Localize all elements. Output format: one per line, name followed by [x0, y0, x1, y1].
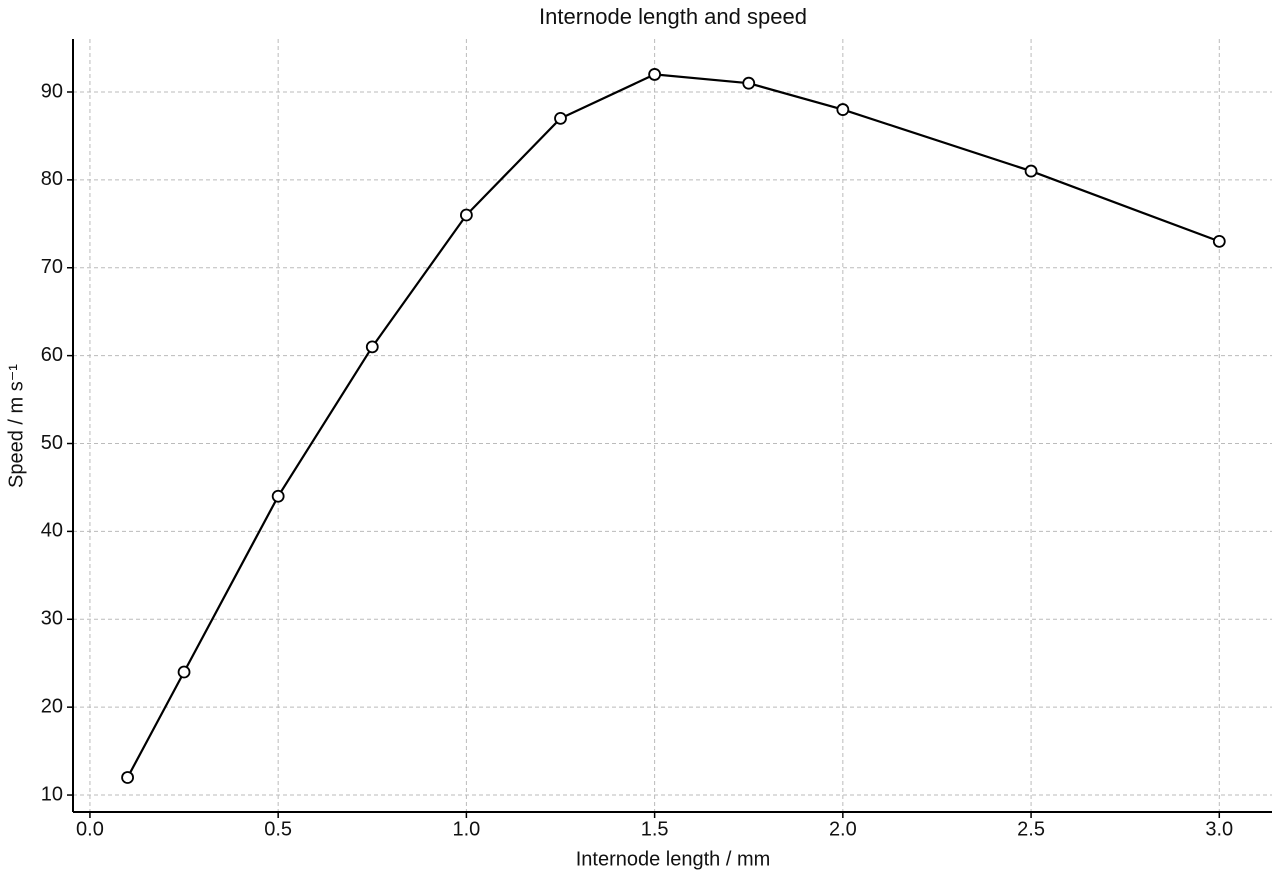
chart-title: Internode length and speed — [539, 4, 807, 29]
x-tick-label: 0.5 — [264, 818, 292, 840]
x-axis-label: Internode length / mm — [576, 848, 771, 870]
x-tick-label: 2.5 — [1017, 818, 1045, 840]
x-tick-label: 2.0 — [829, 818, 857, 840]
x-tick-label: 1.0 — [452, 818, 480, 840]
point — [271, 489, 285, 503]
y-axis-label: Speed / m s⁻¹ — [5, 364, 27, 488]
point — [648, 68, 662, 81]
y-tick-label: 80 — [41, 168, 63, 190]
x-tick-label: 3.0 — [1205, 818, 1233, 840]
y-tick-label: 60 — [41, 344, 63, 366]
x-tick-label: 0.0 — [76, 818, 104, 840]
y-tick-label: 50 — [41, 432, 63, 454]
y-tick-label: 40 — [41, 520, 63, 542]
y-tick-label: 90 — [41, 80, 63, 102]
point — [459, 208, 473, 222]
point — [836, 103, 850, 116]
y-tick-label: 10 — [41, 783, 63, 805]
point — [177, 665, 191, 679]
x-tick-label: 1.5 — [641, 818, 669, 840]
y-tick-label: 20 — [41, 695, 63, 717]
point — [1024, 164, 1038, 178]
point — [365, 340, 379, 354]
point — [1212, 234, 1226, 248]
point — [554, 111, 567, 125]
point — [121, 771, 134, 784]
point — [742, 76, 756, 90]
y-tick-label: 70 — [41, 256, 63, 278]
y-tick-label: 30 — [41, 608, 63, 630]
